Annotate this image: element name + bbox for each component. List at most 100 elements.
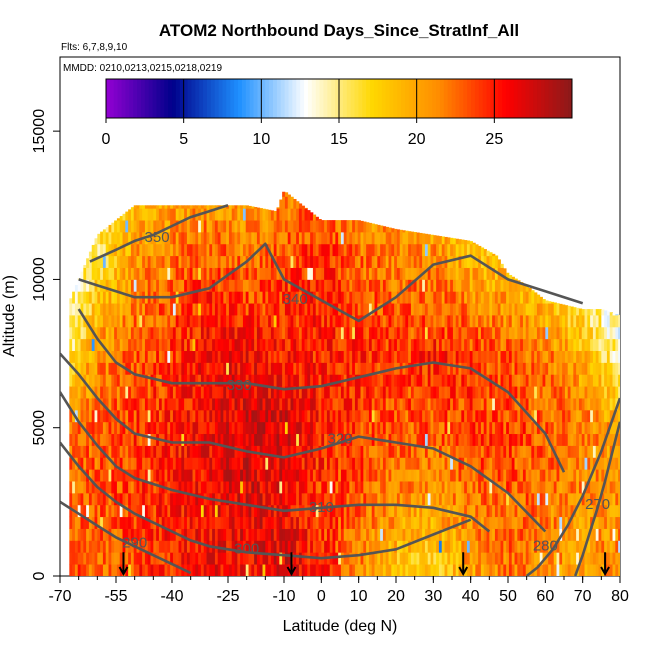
heatmap-cell	[147, 350, 151, 363]
heatmap-cell	[293, 255, 297, 268]
heatmap-cell	[458, 552, 462, 565]
heatmap-cell	[133, 504, 137, 518]
heatmap-cell	[200, 326, 205, 340]
heatmap-cell	[385, 279, 389, 292]
heatmap-cell	[478, 291, 482, 304]
heatmap-cell	[500, 362, 504, 375]
heatmap-cell	[77, 315, 81, 328]
heatmap-cell	[273, 326, 277, 340]
heatmap-cell	[102, 326, 107, 340]
heatmap-cell	[340, 540, 345, 553]
heatmap-cell	[172, 243, 177, 257]
heatmap-cell	[483, 457, 487, 470]
heatmap-cell	[399, 279, 403, 292]
heatmap-cell	[178, 564, 182, 576]
heatmap-cell	[88, 303, 93, 316]
heatmap-cell	[301, 205, 305, 209]
heatmap-cell	[164, 540, 168, 553]
heatmap-cell	[293, 303, 297, 316]
heatmap-cell	[195, 552, 199, 565]
heatmap-cell	[147, 267, 151, 280]
heatmap-cell	[391, 338, 395, 351]
heatmap-cell	[164, 205, 168, 209]
heatmap-cell	[346, 504, 350, 518]
heatmap-cell	[164, 469, 168, 482]
heatmap-cell	[480, 552, 485, 565]
heatmap-cell	[388, 457, 392, 470]
heatmap-cell	[273, 279, 277, 292]
heatmap-cell	[312, 492, 317, 506]
heatmap-cell	[88, 552, 93, 565]
heatmap-cell	[147, 433, 151, 446]
heatmap-cell	[186, 433, 191, 446]
heatmap-cell	[422, 279, 426, 292]
heatmap-cell	[408, 291, 412, 304]
heatmap-cell	[402, 231, 406, 245]
heatmap-cell	[237, 362, 241, 375]
heatmap-cell	[116, 398, 121, 411]
heatmap-cell	[511, 457, 515, 470]
heatmap-cell	[245, 457, 249, 470]
heatmap-cell	[458, 338, 462, 351]
heatmap-cell	[164, 528, 168, 541]
heatmap-cell	[382, 326, 387, 340]
heatmap-cell	[475, 398, 479, 411]
heatmap-cell	[108, 267, 112, 280]
heatmap-cell	[223, 243, 227, 257]
heatmap-cell	[136, 303, 140, 316]
heatmap-cell	[385, 421, 389, 435]
heatmap-cell	[262, 291, 266, 304]
heatmap-cell	[178, 326, 182, 340]
heatmap-cell	[413, 279, 417, 292]
heatmap-cell	[396, 481, 401, 494]
heatmap-cell	[254, 231, 258, 245]
heatmap-cell	[329, 469, 333, 482]
heatmap-cell	[441, 528, 445, 541]
heatmap-cell	[195, 267, 199, 280]
heatmap-cell	[130, 303, 135, 316]
heatmap-cell	[329, 433, 333, 446]
heatmap-cell	[231, 504, 235, 518]
heatmap-cell	[268, 362, 272, 375]
heatmap-cell	[494, 291, 499, 304]
heatmap-cell	[441, 421, 445, 435]
heatmap-cell	[172, 315, 177, 328]
heatmap-cell	[279, 326, 283, 340]
heatmap-cell	[170, 504, 174, 518]
heatmap-cell	[181, 220, 185, 233]
heatmap-cell	[517, 564, 521, 576]
heatmap-cell	[508, 516, 513, 529]
heatmap-cell	[430, 445, 434, 458]
heatmap-cell	[480, 374, 485, 387]
heatmap-cell	[436, 374, 440, 387]
heatmap-cell	[511, 528, 515, 541]
heatmap-cell	[450, 421, 454, 435]
heatmap-cell	[231, 279, 235, 292]
heatmap-cell	[349, 267, 353, 280]
heatmap-cell	[405, 326, 409, 340]
heatmap-cell	[181, 326, 185, 340]
heatmap-cell	[511, 564, 515, 576]
heatmap-cell	[105, 409, 109, 423]
heatmap-cell	[304, 492, 308, 506]
heatmap-cell	[494, 374, 499, 387]
heatmap-cell	[452, 398, 457, 411]
heatmap-cell	[296, 243, 300, 257]
heatmap-cell	[226, 386, 230, 399]
heatmap-cell	[200, 205, 205, 209]
heatmap-cell	[458, 303, 462, 316]
heatmap-cell	[396, 279, 401, 292]
heatmap-cell	[324, 564, 328, 576]
heatmap-cell	[130, 255, 135, 268]
heatmap-cell	[181, 469, 185, 482]
heatmap-cell	[125, 469, 129, 482]
heatmap-cell	[178, 481, 182, 494]
heatmap-cell	[298, 255, 303, 268]
heatmap-cell	[153, 303, 157, 316]
heatmap-cell	[506, 433, 510, 446]
heatmap-cell	[209, 205, 213, 209]
heatmap-cell	[436, 315, 440, 328]
heatmap-cell	[200, 492, 205, 506]
heatmap-cell	[528, 362, 532, 375]
heatmap-cell	[296, 528, 300, 541]
